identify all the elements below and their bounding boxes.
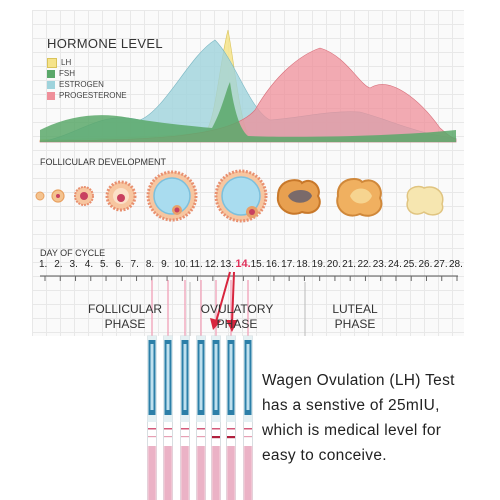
luteal-phase-line2: PHASE [334,317,376,331]
hormone-legend: LH FSH ESTROGEN PROGESTERONE [47,57,127,101]
day-label: 17. [281,259,296,270]
day-label: 16. [265,259,280,270]
legend-lh-label: LH [61,58,72,67]
follicular-phase-label: FOLLICULAR PHASE [80,302,170,332]
day-label: 20. [326,259,341,270]
day-label: 27. [433,259,448,270]
day-label: 19. [311,259,326,270]
follicular-phase-line2: PHASE [104,317,146,331]
day-label: 10. [174,259,189,270]
day-label: 23. [372,259,387,270]
day-label: 5. [100,259,109,270]
corpus-albicans [406,185,444,216]
follicular-development-title: FOLLICULAR DEVELOPMENT [40,157,167,167]
follicular-phase-line1: FOLLICULAR [87,302,163,316]
day-label: 11. [189,259,203,270]
day-label: 6. [115,259,124,270]
description-line-3: which is medical level for [262,422,442,439]
follicle-row [35,169,444,223]
legend-estrogen: ESTROGEN [47,79,127,90]
luteal-phase-line1: LUTEAL [332,302,378,316]
ovulatory-phase-line1: OVULATORY [200,302,274,316]
day-label: 21. [342,259,357,270]
test-strips [147,335,253,500]
legend-fsh-label: FSH [59,69,75,78]
test-strip [226,335,236,500]
legend-progesterone: PROGESTERONE [47,90,127,101]
day-label: 7. [130,259,139,270]
description-line-1: Wagen Ovulation (LH) Test [262,372,455,389]
day-label: 1. [39,259,48,270]
legend-lh: LH [47,57,127,68]
day-of-cycle-title: DAY OF CYCLE [40,248,106,258]
day-label: 24. [387,259,402,270]
day-label: 25. [403,259,418,270]
ovulatory-phase-label: OVULATORY PHASE [192,302,282,332]
day-label: 12. [204,259,219,270]
lh-swatch [47,57,57,68]
test-strip [180,335,190,500]
product-description: Wagen Ovulation (LH) Test has a senstive… [262,368,498,468]
description-line-2: has a senstive of 25mIU, [262,397,440,414]
ovulation-arrows [210,271,238,332]
day-label: 28. [449,259,463,270]
day-label: 8. [145,259,155,270]
day-label: 3. [69,259,78,270]
luteal-phase-label: LUTEAL PHASE [310,302,400,332]
test-strip [163,335,173,500]
day-label: 13. [220,259,235,270]
test-strip [196,335,206,500]
test-strip [147,335,157,500]
follicle-stage-1 [35,191,45,201]
legend-fsh: FSH [47,68,127,79]
day-label: 15. [250,259,265,270]
fsh-curve [40,82,456,142]
day-label: 22. [357,259,372,270]
day-label: 9. [161,259,170,270]
day-label: 4. [84,259,94,270]
day-label: 26. [418,259,433,270]
test-strip [211,335,221,500]
ovulatory-phase-line2: PHASE [216,317,258,331]
description-line-4: easy to conceive. [262,447,387,464]
legend-progesterone-label: PROGESTERONE [59,91,127,100]
fsh-swatch [47,69,55,78]
test-strip [243,335,253,500]
legend-estrogen-label: ESTROGEN [59,80,104,89]
hormone-title: HORMONE LEVEL [47,36,163,51]
day-label: 18. [296,259,311,270]
day-label: 2. [54,259,63,270]
estrogen-swatch [47,80,55,89]
progesterone-swatch [47,91,55,100]
day-label: 14. [235,258,251,270]
day-ticks [44,276,458,281]
